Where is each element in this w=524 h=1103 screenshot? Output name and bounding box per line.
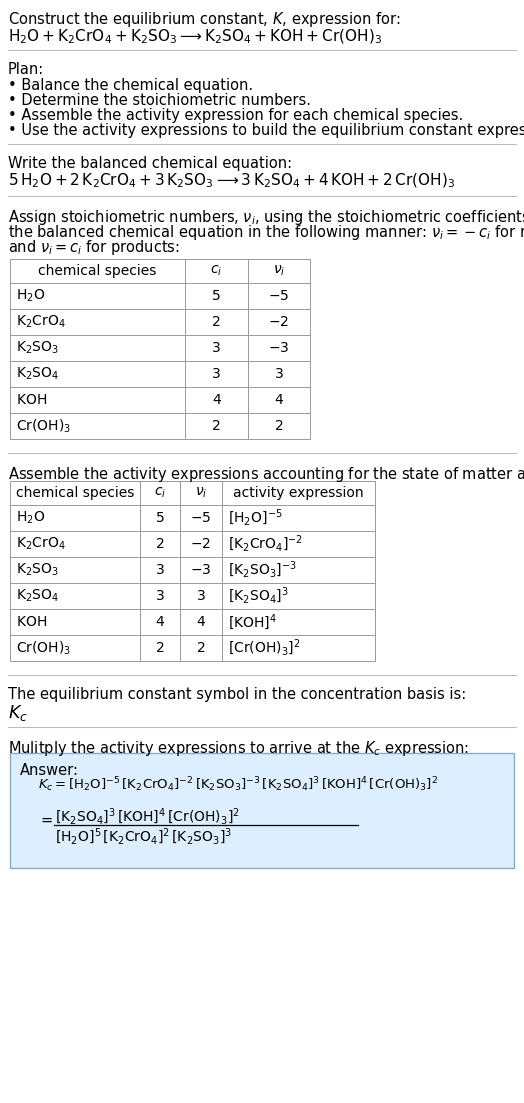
Text: $\mathrm{H_2O}$: $\mathrm{H_2O}$: [16, 510, 45, 526]
Text: $\nu_i$: $\nu_i$: [195, 485, 207, 500]
Text: $3$: $3$: [274, 367, 284, 381]
Text: $[\mathrm{H_2O}]^{-5}$: $[\mathrm{H_2O}]^{-5}$: [228, 507, 282, 528]
Text: $\nu_i$: $\nu_i$: [273, 264, 285, 278]
Text: $2$: $2$: [196, 641, 206, 655]
Text: $-3$: $-3$: [268, 341, 290, 355]
Text: and $\nu_i = c_i$ for products:: and $\nu_i = c_i$ for products:: [8, 238, 180, 257]
Text: activity expression: activity expression: [233, 486, 364, 500]
Text: 2: 2: [212, 315, 221, 329]
Text: $c_i$: $c_i$: [154, 485, 166, 500]
Text: Assign stoichiometric numbers, $\nu_i$, using the stoichiometric coefficients, $: Assign stoichiometric numbers, $\nu_i$, …: [8, 208, 524, 227]
Text: 3: 3: [156, 563, 165, 577]
Text: $4$: $4$: [196, 615, 206, 629]
Text: Answer:: Answer:: [20, 763, 79, 778]
Text: $\mathrm{K_2SO_3}$: $\mathrm{K_2SO_3}$: [16, 561, 59, 578]
Text: $=$: $=$: [38, 812, 53, 826]
Text: 4: 4: [156, 615, 165, 629]
Text: $[\mathrm{KOH}]^{4}$: $[\mathrm{KOH}]^{4}$: [228, 612, 277, 632]
Text: $\mathrm{KOH}$: $\mathrm{KOH}$: [16, 615, 47, 629]
Text: $-5$: $-5$: [268, 289, 290, 303]
Text: • Use the activity expressions to build the equilibrium constant expression.: • Use the activity expressions to build …: [8, 124, 524, 138]
Text: • Determine the stoichiometric numbers.: • Determine the stoichiometric numbers.: [8, 93, 311, 108]
Text: Construct the equilibrium constant, $K$, expression for:: Construct the equilibrium constant, $K$,…: [8, 10, 401, 29]
Text: 5: 5: [212, 289, 221, 303]
Text: 3: 3: [156, 589, 165, 603]
Text: $[\mathrm{Cr(OH)_3}]^{2}$: $[\mathrm{Cr(OH)_3}]^{2}$: [228, 638, 300, 658]
Text: $2$: $2$: [274, 419, 283, 433]
Text: 4: 4: [212, 393, 221, 407]
Text: $\mathrm{K_2CrO_4}$: $\mathrm{K_2CrO_4}$: [16, 536, 66, 553]
Text: chemical species: chemical species: [38, 264, 157, 278]
Text: Assemble the activity expressions accounting for the state of matter and $\nu_i$: Assemble the activity expressions accoun…: [8, 465, 524, 484]
Text: $\mathrm{Cr(OH)_3}$: $\mathrm{Cr(OH)_3}$: [16, 417, 71, 435]
Text: $-3$: $-3$: [190, 563, 212, 577]
Text: The equilibrium constant symbol in the concentration basis is:: The equilibrium constant symbol in the c…: [8, 687, 466, 702]
Text: $K_c$: $K_c$: [8, 703, 28, 722]
Text: $\mathrm{K_2SO_4}$: $\mathrm{K_2SO_4}$: [16, 366, 59, 383]
Text: $K_c = [\mathrm{H_2O}]^{-5}\,[\mathrm{K_2CrO_4}]^{-2}\,[\mathrm{K_2SO_3}]^{-3}\,: $K_c = [\mathrm{H_2O}]^{-5}\,[\mathrm{K_…: [38, 775, 438, 794]
Bar: [10, 753, 514, 868]
Text: • Assemble the activity expression for each chemical species.: • Assemble the activity expression for e…: [8, 108, 463, 124]
Text: $\mathrm{K_2SO_3}$: $\mathrm{K_2SO_3}$: [16, 340, 59, 356]
Text: $4$: $4$: [274, 393, 284, 407]
Text: $\mathrm{H_2O + K_2CrO_4 + K_2SO_3 \longrightarrow K_2SO_4 + KOH + Cr(OH)_3}$: $\mathrm{H_2O + K_2CrO_4 + K_2SO_3 \long…: [8, 28, 382, 46]
Text: • Balance the chemical equation.: • Balance the chemical equation.: [8, 78, 253, 93]
Text: $[\mathrm{K_2CrO_4}]^{-2}$: $[\mathrm{K_2CrO_4}]^{-2}$: [228, 534, 303, 554]
Text: $c_i$: $c_i$: [210, 264, 223, 278]
Text: $[\mathrm{K_2SO_3}]^{-3}$: $[\mathrm{K_2SO_3}]^{-3}$: [228, 560, 297, 580]
Text: $\mathrm{Cr(OH)_3}$: $\mathrm{Cr(OH)_3}$: [16, 640, 71, 656]
Bar: [10, 259, 310, 439]
Text: the balanced chemical equation in the following manner: $\nu_i = -c_i$ for react: the balanced chemical equation in the fo…: [8, 223, 524, 242]
Text: $-2$: $-2$: [191, 537, 212, 552]
Bar: [10, 481, 375, 661]
Text: $\mathrm{K_2SO_4}$: $\mathrm{K_2SO_4}$: [16, 588, 59, 604]
Text: $\mathrm{5\,H_2O + 2\,K_2CrO_4 + 3\,K_2SO_3 \longrightarrow 3\,K_2SO_4 + 4\,KOH : $\mathrm{5\,H_2O + 2\,K_2CrO_4 + 3\,K_2S…: [8, 172, 455, 191]
Text: $\mathrm{KOH}$: $\mathrm{KOH}$: [16, 393, 47, 407]
Text: $[\mathrm{K_2SO_4}]^3\,[\mathrm{KOH}]^4\,[\mathrm{Cr(OH)_3}]^2$: $[\mathrm{K_2SO_4}]^3\,[\mathrm{KOH}]^4\…: [55, 807, 240, 827]
Text: $-5$: $-5$: [190, 511, 212, 525]
Text: Plan:: Plan:: [8, 62, 44, 77]
Text: 3: 3: [212, 341, 221, 355]
Text: 3: 3: [212, 367, 221, 381]
Text: Mulitply the activity expressions to arrive at the $K_c$ expression:: Mulitply the activity expressions to arr…: [8, 739, 469, 758]
Text: 2: 2: [156, 641, 165, 655]
Text: chemical species: chemical species: [16, 486, 134, 500]
Text: 5: 5: [156, 511, 165, 525]
Text: $[\mathrm{H_2O}]^5\,[\mathrm{K_2CrO_4}]^2\,[\mathrm{K_2SO_3}]^3$: $[\mathrm{H_2O}]^5\,[\mathrm{K_2CrO_4}]^…: [55, 827, 232, 847]
Text: 2: 2: [156, 537, 165, 552]
Text: $3$: $3$: [196, 589, 206, 603]
Text: 2: 2: [212, 419, 221, 433]
Text: $\mathrm{H_2O}$: $\mathrm{H_2O}$: [16, 288, 45, 304]
Text: $-2$: $-2$: [268, 315, 289, 329]
Text: $[\mathrm{K_2SO_4}]^{3}$: $[\mathrm{K_2SO_4}]^{3}$: [228, 586, 289, 607]
Text: Write the balanced chemical equation:: Write the balanced chemical equation:: [8, 156, 292, 171]
Text: $\mathrm{K_2CrO_4}$: $\mathrm{K_2CrO_4}$: [16, 313, 66, 330]
